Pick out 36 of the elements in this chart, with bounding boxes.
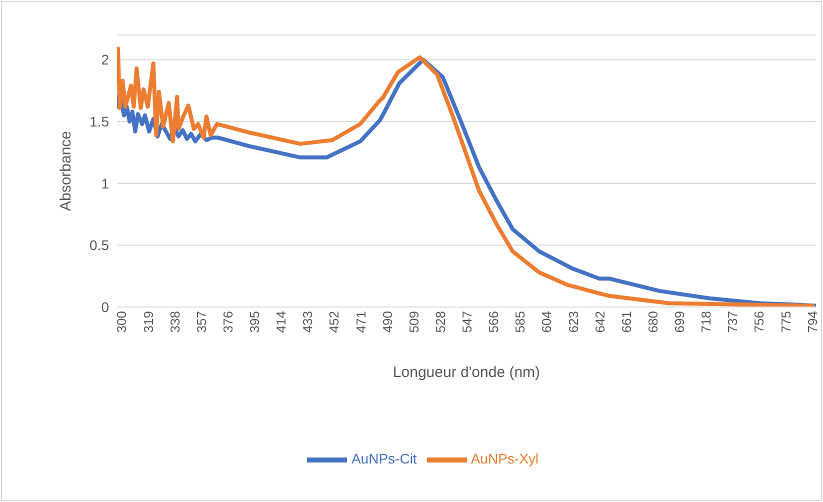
y-tick-label: 1.5: [90, 114, 110, 130]
x-tick-label: 661: [618, 311, 634, 333]
x-tick-label: 566: [486, 311, 502, 333]
x-tick-label: 338: [167, 311, 182, 333]
x-tick-label: 490: [380, 311, 395, 333]
x-tick-label: 699: [672, 311, 688, 333]
y-tick-label: 0: [101, 298, 110, 315]
x-tick-label: 775: [778, 311, 794, 333]
x-tick-label: 376: [220, 311, 236, 333]
x-tick-label: 319: [140, 311, 156, 333]
x-tick-label: 718: [698, 311, 714, 333]
x-tick-label: 547: [460, 311, 475, 333]
x-tick-label: 471: [353, 311, 368, 333]
x-tick-label: 395: [247, 311, 262, 333]
legend-label: AuNPs-Cit: [351, 450, 417, 467]
x-tick-label: 528: [432, 311, 448, 333]
y-tick-label: 0.5: [90, 237, 110, 254]
legend-label: AuNPs-Xyl: [470, 450, 539, 467]
x-tick-label: 585: [512, 311, 528, 333]
x-tick-label: 737: [725, 311, 740, 333]
x-tick-label: 357: [194, 311, 209, 333]
x-tick-label: 433: [300, 311, 316, 333]
y-tick-label: 1: [101, 175, 110, 192]
x-tick-label: 300: [114, 311, 130, 333]
x-tick-label: 794: [804, 311, 820, 333]
x-axis-title: Longueur d'onde (nm): [392, 364, 540, 381]
y-axis-title: Absorbance: [57, 130, 74, 212]
x-tick-label: 414: [274, 311, 289, 333]
y-tick-label: 2: [101, 52, 110, 68]
x-tick-label: 642: [592, 311, 608, 333]
x-tick-label: 604: [539, 311, 554, 333]
x-tick-label: 756: [752, 311, 767, 333]
x-tick-label: 623: [566, 311, 581, 333]
x-tick-label: 680: [645, 311, 660, 333]
x-tick-label: 452: [326, 311, 342, 333]
x-tick-label: 509: [406, 311, 422, 333]
